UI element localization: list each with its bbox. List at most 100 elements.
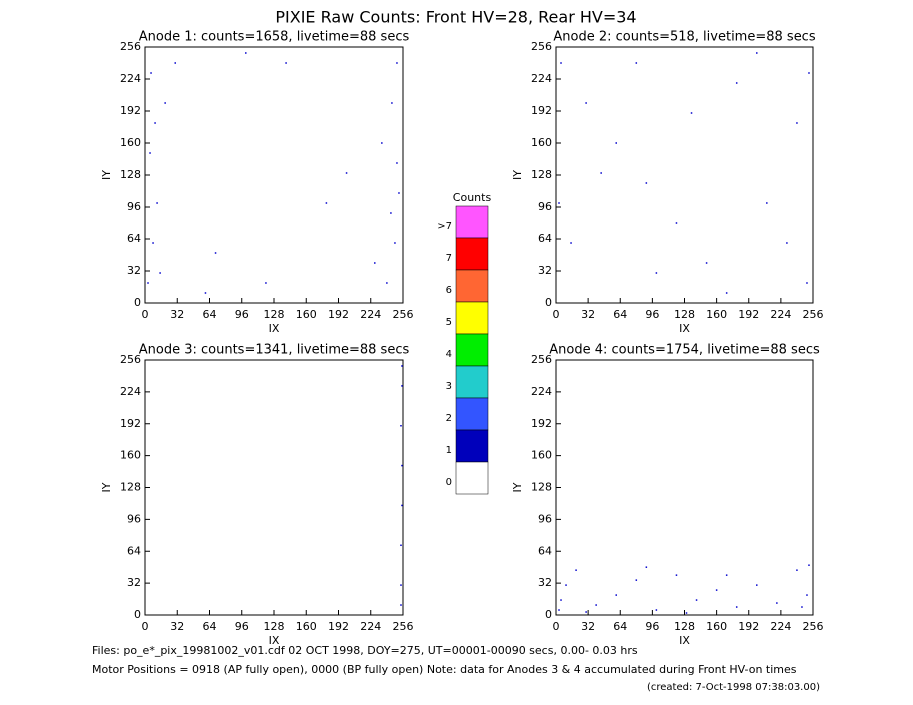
y-tick-label: 224 [120, 385, 141, 398]
x-tick-label: 256 [393, 620, 414, 633]
colorbar-label: 3 [446, 381, 452, 392]
colorbar-swatch [455, 205, 489, 239]
count-dot [725, 292, 728, 294]
count-dot [801, 606, 803, 608]
y-tick-label: 0 [545, 296, 552, 309]
count-dot [560, 599, 562, 601]
x-tick-label: 128 [674, 620, 695, 633]
count-dot [655, 272, 658, 274]
x-tick-label: 32 [581, 308, 595, 321]
count-dot [786, 242, 788, 244]
plot-frame [144, 359, 404, 616]
x-tick-label: 32 [170, 308, 184, 321]
y-tick-label: 96 [127, 200, 141, 213]
count-dot [735, 606, 738, 608]
count-dot [396, 162, 398, 164]
x-tick-label: 224 [770, 308, 791, 321]
count-dot [575, 569, 577, 571]
count-dot [325, 202, 328, 204]
x-tick-label: 0 [142, 620, 149, 633]
x-tick-label: 64 [613, 308, 627, 321]
count-dot [675, 222, 678, 224]
count-dot [635, 62, 638, 64]
y-tick-label: 192 [531, 104, 552, 117]
footer-line: Files: po_e*_pix_19981002_v01.cdf 02 OCT… [92, 644, 638, 657]
colorbar-label: 5 [446, 317, 452, 328]
x-tick-label: 160 [706, 308, 727, 321]
count-dot [796, 569, 798, 571]
count-dot [147, 282, 149, 284]
y-axis-label: IY [100, 482, 113, 492]
colorbar-label: 6 [446, 285, 452, 296]
x-axis-label: IX [679, 634, 690, 647]
colorbar-swatch [455, 397, 489, 431]
panel-title: Anode 2: counts=518, livetime=88 secs [553, 30, 815, 45]
colorbar-label: >7 [437, 221, 452, 232]
y-axis-label: IY [511, 482, 524, 492]
count-dot [381, 142, 383, 144]
count-dot [386, 282, 388, 284]
y-tick-label: 0 [134, 296, 141, 309]
count-dot [156, 202, 158, 204]
count-dot [715, 589, 718, 591]
x-tick-label: 224 [770, 620, 791, 633]
x-tick-label: 160 [296, 308, 317, 321]
x-tick-label: 96 [645, 620, 659, 633]
count-dot [400, 584, 402, 586]
y-tick-label: 32 [538, 576, 552, 589]
count-dot [570, 242, 572, 244]
count-dot [400, 604, 402, 606]
count-dot [796, 122, 798, 124]
count-dot [149, 152, 151, 154]
count-dot [400, 424, 402, 427]
count-dot [159, 272, 161, 274]
colorbar-swatch [455, 365, 489, 399]
page-title: PIXIE Raw Counts: Front HV=28, Rear HV=3… [275, 8, 636, 27]
count-dot [595, 604, 597, 606]
count-dot [806, 594, 808, 596]
count-dot [154, 122, 156, 124]
x-tick-label: 64 [613, 620, 627, 633]
x-tick-label: 0 [553, 620, 560, 633]
y-tick-label: 128 [120, 168, 141, 181]
count-dot [705, 262, 708, 264]
colorbar-label: 4 [446, 349, 452, 360]
y-tick-label: 64 [127, 232, 141, 245]
colorbar-label: 7 [446, 253, 452, 264]
x-tick-label: 224 [360, 308, 381, 321]
x-tick-label: 192 [328, 620, 349, 633]
x-tick-label: 128 [264, 620, 285, 633]
count-dot [164, 102, 166, 104]
y-tick-label: 160 [531, 136, 552, 149]
colorbar-title: Counts [453, 191, 492, 204]
x-tick-label: 256 [393, 308, 414, 321]
count-dot [396, 62, 398, 64]
plot-frame [555, 359, 814, 616]
colorbar-label: 1 [446, 445, 452, 456]
count-dot [690, 112, 693, 114]
y-tick-label: 224 [120, 72, 141, 85]
x-tick-label: 224 [360, 620, 381, 633]
y-tick-label: 256 [120, 40, 141, 53]
count-dot [565, 584, 567, 586]
count-dot [345, 172, 348, 174]
count-dot [756, 584, 758, 586]
panel-title: Anode 3: counts=1341, livetime=88 secs [139, 343, 410, 358]
count-dot [615, 142, 617, 144]
count-dot [806, 282, 808, 284]
count-dot [645, 182, 648, 184]
colorbar-swatch [455, 333, 489, 367]
count-dot [735, 82, 738, 84]
colorbar-label: 2 [446, 413, 452, 424]
y-tick-label: 64 [127, 544, 141, 557]
count-dot [808, 564, 810, 566]
count-dot [401, 464, 403, 467]
count-dot [675, 574, 678, 576]
x-tick-label: 96 [235, 308, 249, 321]
y-tick-label: 224 [531, 72, 552, 85]
x-tick-label: 96 [645, 308, 659, 321]
count-dot [685, 612, 688, 614]
count-dot [776, 602, 778, 604]
x-tick-label: 32 [170, 620, 184, 633]
